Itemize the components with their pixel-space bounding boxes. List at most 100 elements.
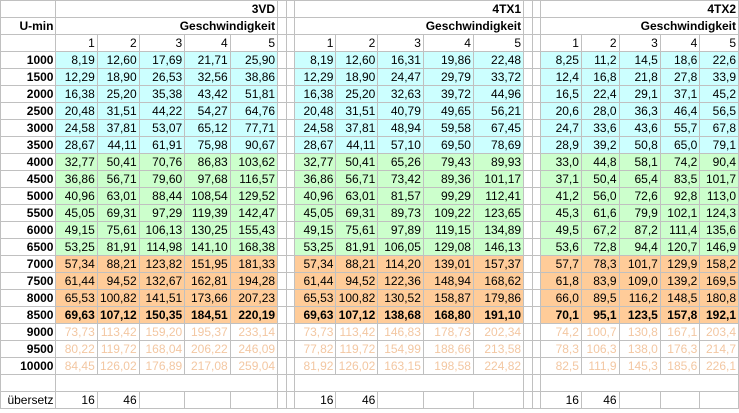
gear-header-blank (0, 34, 57, 52)
speed-cell: 168,62 (472, 272, 525, 290)
speed-cell: 119,72 (96, 340, 140, 358)
rpm-cell: 1500 (0, 68, 57, 86)
speed-cell: 72,8 (580, 238, 620, 256)
separator-cell (531, 17, 542, 35)
speed-cell: 49,15 (294, 221, 337, 239)
speed-cell: 32,77 (294, 153, 337, 171)
speed-cell: 109,0 (618, 272, 661, 290)
separator-cell (285, 238, 296, 256)
speed-cell: 103,62 (229, 153, 279, 171)
empty-cell (659, 391, 701, 409)
separator-cell (523, 102, 533, 120)
separator-cell (285, 221, 296, 239)
speed-cell: 28,67 (294, 136, 337, 154)
rpm-cell: 2000 (0, 85, 57, 103)
rpm-cell: 4500 (0, 170, 57, 188)
rpm-column-label: U-min (0, 17, 57, 35)
speed-cell: 106,13 (138, 221, 186, 239)
speed-cell: 114,20 (377, 255, 424, 273)
speed-cell: 39,72 (422, 85, 474, 103)
speed-cell: 49,15 (55, 221, 98, 239)
speed-cell: 24,47 (377, 68, 424, 86)
separator-cell (277, 238, 287, 256)
speed-cell: 24,58 (294, 119, 337, 137)
speed-cell: 12,60 (335, 51, 379, 69)
speed-cell: 119,72 (335, 340, 379, 358)
separator-cell (531, 238, 542, 256)
speed-cell: 74,2 (540, 323, 582, 341)
speed-cell: 44,11 (96, 136, 140, 154)
speed-cell: 188,66 (422, 340, 474, 358)
rpm-cell: 3500 (0, 136, 57, 154)
speed-cell: 45,05 (55, 204, 98, 222)
speed-cell: 24,58 (55, 119, 98, 137)
speed-cell: 148,94 (422, 272, 474, 290)
speed-cell: 19,86 (422, 51, 474, 69)
speed-cell: 101,7 (618, 255, 661, 273)
speed-cell: 70,76 (138, 153, 186, 171)
speed-cell: 126,02 (96, 357, 140, 375)
speed-cell: 88,21 (335, 255, 379, 273)
rpm-cell: 7500 (0, 272, 57, 290)
speed-cell: 16,8 (580, 68, 620, 86)
speed-cell: 100,7 (580, 323, 620, 341)
separator-cell (531, 221, 542, 239)
speed-cell: 134,89 (472, 221, 525, 239)
separator-cell (531, 323, 542, 341)
rpm-cell: 1000 (0, 51, 57, 69)
speed-cell: 65,4 (618, 170, 661, 188)
speed-cell: 37,1 (659, 85, 701, 103)
speed-cell: 202,34 (472, 323, 525, 341)
speed-cell: 157,8 (659, 306, 701, 324)
rpm-cell: 8000 (0, 289, 57, 307)
speed-cell: 116,57 (229, 170, 279, 188)
speed-cell: 26,53 (138, 68, 186, 86)
separator-cell (277, 51, 287, 69)
speed-cell: 86,83 (184, 153, 231, 171)
separator-cell (285, 306, 296, 324)
separator-cell (285, 51, 296, 69)
separator-cell (523, 51, 533, 69)
speed-cell: 129,9 (659, 255, 701, 273)
speed-cell: 67,8 (699, 119, 739, 137)
speed-cell: 194,28 (229, 272, 279, 290)
speed-cell: 81,91 (96, 238, 140, 256)
speed-cell: 130,25 (184, 221, 231, 239)
speed-cell: 59,58 (422, 119, 474, 137)
speed-cell: 17,69 (138, 51, 186, 69)
speed-cell: 18,6 (659, 51, 701, 69)
speed-cell: 16,31 (377, 51, 424, 69)
speed-cell: 178,73 (422, 323, 474, 341)
speed-cell: 141,51 (138, 289, 186, 307)
speed-cell: 80,22 (55, 340, 98, 358)
separator-cell (523, 255, 533, 273)
rpm-cell: 9500 (0, 340, 57, 358)
speed-cell: 46,4 (659, 102, 701, 120)
rpm-cell: 5500 (0, 204, 57, 222)
speed-cell: 33,6 (580, 119, 620, 137)
speed-cell: 57,34 (55, 255, 98, 273)
speed-cell: 138,68 (377, 306, 424, 324)
speed-cell: 20,6 (540, 102, 582, 120)
rpm-cell: 5000 (0, 187, 57, 205)
group-title-4tx1: 4TX1 (294, 0, 525, 18)
speed-cell: 69,31 (96, 204, 140, 222)
separator-cell (277, 357, 287, 375)
speed-cell: 169,5 (699, 272, 739, 290)
separator-cell (277, 391, 287, 409)
speed-cell: 142,47 (229, 204, 279, 222)
speed-cell: 22,48 (472, 51, 525, 69)
speed-cell: 184,51 (184, 306, 231, 324)
speed-cell: 73,42 (377, 170, 424, 188)
speed-cell: 56,71 (335, 170, 379, 188)
speed-cell: 57,34 (294, 255, 337, 273)
group-subtitle-4tx2: Geschwindigkeit (540, 17, 739, 35)
speed-cell: 43,6 (618, 119, 661, 137)
speed-cell: 8,19 (55, 51, 98, 69)
speed-cell: 65,53 (55, 289, 98, 307)
speed-cell: 157,37 (472, 255, 525, 273)
speed-cell: 29,1 (618, 85, 661, 103)
table-row: 3000 24,58 37,81 53,07 65,12 77,71 24,58 37,81 4… (0, 119, 739, 137)
speed-cell: 89,93 (472, 153, 525, 171)
speed-cell: 138,0 (618, 340, 661, 358)
